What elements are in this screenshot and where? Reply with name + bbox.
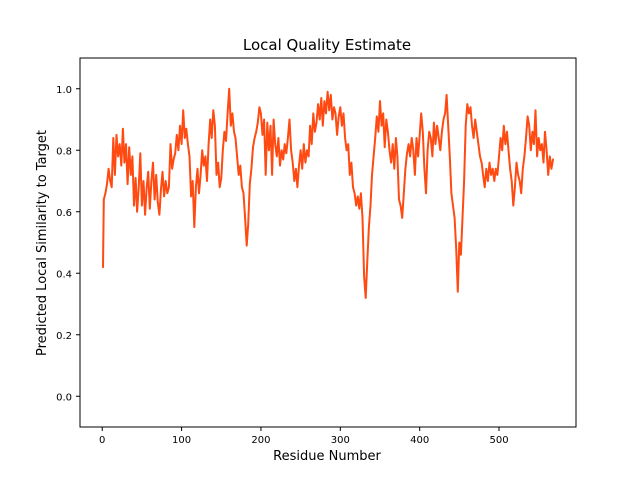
x-axis-label: Residue Number <box>273 449 381 464</box>
x-tick-label: 500 <box>489 435 508 446</box>
chart-title: Local Quality Estimate <box>243 36 411 54</box>
plot-area <box>102 87 554 299</box>
series-line <box>102 87 554 299</box>
y-tick-label: 1.0 <box>56 85 72 96</box>
y-tick-label: 0.6 <box>56 208 72 219</box>
y-tick-label: 0.0 <box>56 392 72 403</box>
plot-frame <box>79 57 577 428</box>
x-tick-label: 400 <box>410 435 429 446</box>
y-tick-label: 0.2 <box>56 331 72 342</box>
x-tick-label: 0 <box>99 435 105 446</box>
y-axis-label: Predicted Local Similarity to Target <box>35 130 50 356</box>
x-tick-label: 100 <box>172 435 191 446</box>
y-tick-label: 0.4 <box>56 269 72 280</box>
x-tick-label: 200 <box>251 435 270 446</box>
y-tick-label: 0.8 <box>56 146 72 157</box>
x-tick-label: 300 <box>331 435 350 446</box>
